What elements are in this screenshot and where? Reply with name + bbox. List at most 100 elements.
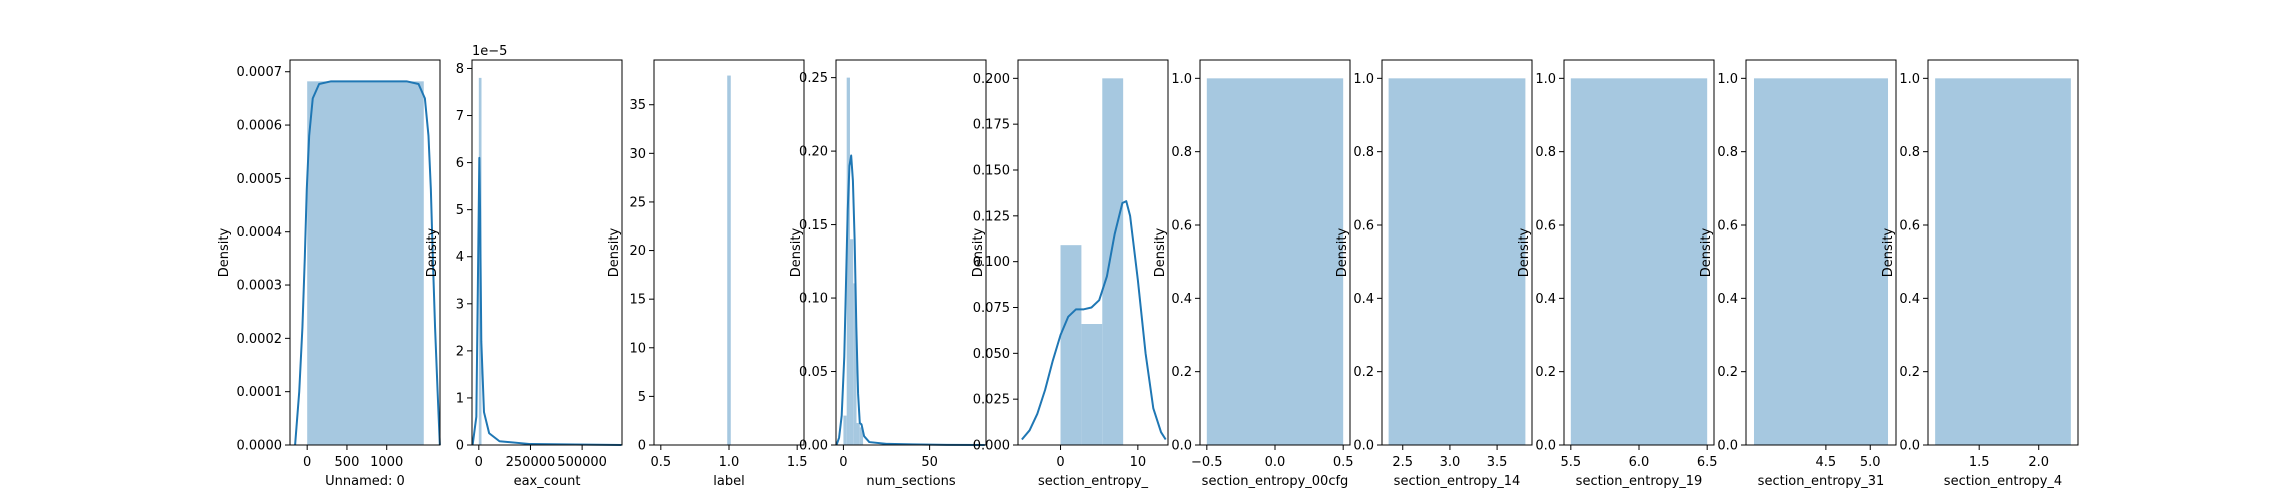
y-axis-label: Density (1881, 227, 1896, 277)
subplot-9: 0.0 0.2 0.4 0.6 0.8 1.0 4.5 5.0 section_entropy_… (1699, 59, 1897, 489)
histogram-bar (853, 283, 857, 445)
y-tick-label: 0.0000 (237, 439, 283, 454)
y-tick-label: 0.0 (1899, 439, 1920, 454)
y-axis-label: Density (607, 227, 622, 277)
y-tick-label: 8 (456, 62, 464, 77)
subplot-10: 0.0 0.2 0.4 0.6 0.8 1.0 1.5 2.0 section_entropy_… (1881, 59, 2079, 489)
y-tick-label: 1.0 (1899, 72, 1920, 87)
y-tick-label: 6 (456, 156, 464, 171)
x-tick-label: 5.0 (1860, 455, 1881, 470)
subplot-5: 0.000 0.025 0.050 0.075 0.100 0.125 0.150 0.175… (971, 59, 1169, 489)
x-axis-label: section_entropy_00cfg (1202, 474, 1349, 489)
x-axis-label: section_entropy_19 (1576, 474, 1703, 489)
subplot-6: 0.00.20.40.60.81.0−0.5 0.0 0.5section_entr… (1153, 59, 1354, 489)
axes-frame (289, 59, 441, 446)
y-tick-label: 20 (629, 244, 646, 259)
y-axis-label: Density (789, 227, 804, 277)
histogram-bar (1060, 245, 1082, 445)
kde-line (1021, 200, 1167, 441)
histogram-bar (1753, 78, 1889, 445)
y-tick-label: 0.000 (973, 439, 1010, 454)
x-axis-label: num_sections (866, 474, 955, 489)
y-tick-label: 0.075 (973, 301, 1010, 316)
y-tick-label: 0.0003 (237, 279, 283, 294)
subplot-3: 0 5 10 15 20 25 30 35 0.5 1.0 1.5 label Density (607, 59, 808, 489)
y-tick-label: 0.4 (1535, 292, 1556, 307)
histogram-bar (859, 427, 864, 445)
y-tick-label: 0.8 (1899, 145, 1920, 160)
histogram-bar (843, 415, 847, 445)
y-axis-label: Density (1335, 227, 1350, 277)
y-tick-label: 0.2 (1535, 365, 1556, 380)
y-tick-label: 0.125 (973, 209, 1010, 224)
y-tick-label: 0.150 (973, 164, 1010, 179)
x-tick-label: 3.5 (1487, 455, 1508, 470)
y-tick-label: 30 (629, 147, 646, 162)
y-tick-label: 0.0006 (237, 119, 283, 134)
y-tick-label: 0.4 (1717, 292, 1738, 307)
y-tick-label: 0.100 (973, 255, 1010, 270)
y-tick-label: 0.0 (1535, 439, 1556, 454)
x-axis-label: section_entropy_14 (1394, 474, 1521, 489)
y-tick-label: 0.10 (799, 292, 828, 307)
y-tick-label: 25 (629, 195, 646, 210)
x-tick-label: 4.5 (1816, 455, 1837, 470)
x-axis-label: section_entropy_31 (1758, 474, 1885, 489)
y-offset-text: 1e−5 (472, 44, 507, 59)
x-tick-label: 10 (1130, 455, 1147, 470)
subplot-4: 0.00 0.05 0.10 0.15 0.20 0.25 0 50 num_sections D… (789, 59, 987, 489)
y-tick-label: 0.0005 (237, 172, 283, 187)
histogram-bar (727, 75, 731, 446)
y-tick-label: 0.0004 (237, 225, 283, 240)
subplot-1: 0.0000 0.0001 0.0002 0.0003 0.0004 0.0005 0.00… (217, 59, 441, 489)
y-tick-label: 0.20 (799, 145, 828, 160)
y-tick-label: 0.2 (1353, 365, 1374, 380)
y-tick-label: 1.0 (1535, 72, 1556, 87)
x-tick-label: 1.5 (787, 455, 808, 470)
y-tick-label: 0.0007 (237, 65, 283, 80)
histogram-bar (1102, 78, 1124, 445)
y-tick-label: 5 (638, 390, 646, 405)
y-axis-label: Density (425, 227, 440, 277)
x-tick-label: 1.0 (719, 455, 740, 470)
y-axis-label: Density (1699, 227, 1714, 277)
x-tick-label: −0.5 (1191, 455, 1223, 470)
y-tick-label: 0.4 (1899, 292, 1920, 307)
y-tick-label: 0.4 (1171, 292, 1192, 307)
y-axis-label: Density (1153, 227, 1168, 277)
y-tick-label: 0.8 (1171, 145, 1192, 160)
y-tick-label: 0.6 (1353, 219, 1374, 234)
y-tick-label: 0.8 (1717, 145, 1738, 160)
y-tick-label: 0.025 (973, 393, 1010, 408)
y-tick-label: 0.0 (1353, 439, 1374, 454)
y-tick-label: 35 (629, 98, 646, 113)
kde-line (294, 80, 441, 446)
x-tick-label: 1000 (370, 455, 403, 470)
histogram-bar (307, 81, 424, 445)
y-tick-label: 0.0 (1171, 439, 1192, 454)
x-axis-label: section_entropy_ (1038, 474, 1149, 489)
y-tick-label: 0.15 (799, 218, 828, 233)
y-tick-label: 7 (456, 109, 464, 124)
histogram-bar (849, 239, 854, 445)
subplot-7: 0.0 0.2 0.4 0.6 0.8 1.0 2.5 3.0 3.5 section_entro… (1335, 59, 1533, 489)
y-tick-label: 0.200 (973, 72, 1010, 87)
histogram-bar (856, 422, 860, 445)
y-tick-label: 5 (456, 203, 464, 218)
y-tick-label: 0.2 (1717, 365, 1738, 380)
subplot-8: 0.0 0.2 0.4 0.6 0.8 1.0 5.5 6.0 6.5 section_entro… (1517, 59, 1718, 489)
x-tick-label: 2.0 (2028, 455, 2049, 470)
subplot-2: 0 1 2 3 4 5 6 7 8 0 250000 500000 eax_count Density 1e… (425, 44, 623, 489)
x-tick-label: 6.5 (1697, 455, 1718, 470)
histogram-bar (1935, 78, 2071, 445)
axes-frame (1927, 59, 2079, 446)
x-tick-label: 0.5 (1333, 455, 1354, 470)
y-tick-label: 0.8 (1353, 145, 1374, 160)
y-tick-label: 0.2 (1899, 365, 1920, 380)
kde-line (835, 154, 985, 446)
y-tick-label: 0.0002 (237, 332, 283, 347)
histogram-bar (1570, 78, 1708, 445)
x-tick-label: 50 (921, 455, 938, 470)
y-tick-label: 0.0001 (237, 385, 283, 400)
